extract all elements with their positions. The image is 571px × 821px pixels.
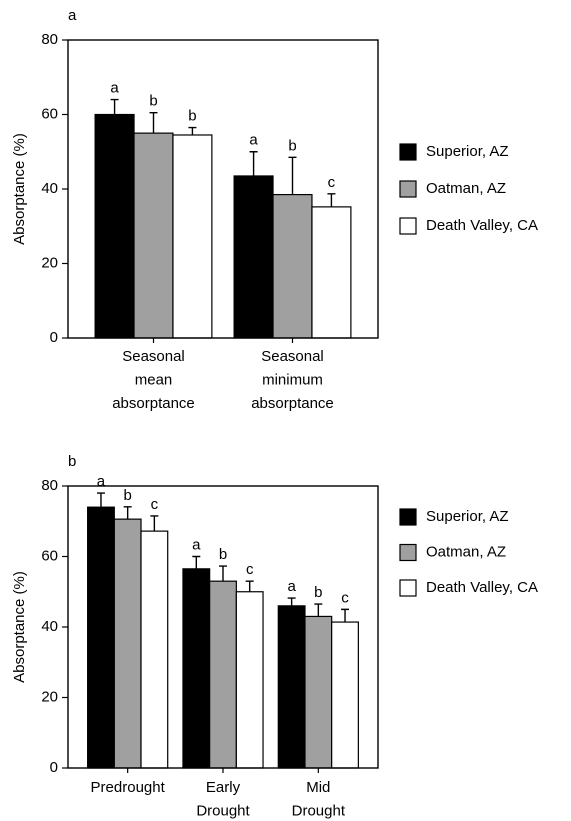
- significance-letter: a: [249, 132, 258, 149]
- plot-frame: [67, 39, 379, 339]
- bar: [94, 113, 135, 339]
- error-bar: [249, 151, 258, 176]
- significance-letter: a: [110, 80, 119, 97]
- x-tick-label: Drought: [292, 802, 346, 819]
- error-bar: [314, 603, 323, 617]
- error-bar: [341, 608, 350, 623]
- y-tick-label: 20: [41, 688, 58, 705]
- bar: [277, 605, 306, 769]
- error-bar: [110, 98, 119, 115]
- x-tick-label: absorptance: [112, 395, 195, 412]
- bar: [233, 175, 274, 339]
- error-bar: [188, 126, 197, 135]
- error-bar: [245, 580, 254, 592]
- x-tick-label: absorptance: [251, 395, 334, 412]
- error-bar: [96, 492, 105, 508]
- error-bar: [149, 111, 158, 134]
- x-tick-label: Seasonal: [261, 348, 324, 365]
- error-bar: [123, 506, 132, 520]
- significance-letter: c: [341, 589, 349, 606]
- significance-letter: a: [97, 473, 106, 490]
- significance-letter: a: [287, 578, 296, 595]
- legend-label: Death Valley, CA: [426, 217, 538, 234]
- y-tick-label: 0: [50, 759, 58, 776]
- bar: [87, 506, 115, 769]
- x-tick-label: minimum: [262, 371, 323, 388]
- y-axis-label: Absorptance (%): [11, 133, 28, 245]
- legend-swatch: [399, 217, 417, 235]
- x-tick-label: Predrought: [91, 779, 166, 796]
- y-tick-label: 60: [41, 105, 58, 122]
- bar: [331, 621, 359, 769]
- x-tick-label: Early: [206, 779, 241, 796]
- bar: [172, 134, 213, 339]
- x-tick-label: mean: [135, 371, 173, 388]
- legend-swatch: [399, 508, 417, 526]
- x-tick-label: Drought: [196, 802, 250, 819]
- error-bar: [288, 156, 297, 195]
- legend-swatch: [399, 579, 417, 597]
- significance-letter: b: [288, 137, 296, 154]
- bar: [235, 591, 264, 769]
- legend-label: Oatman, AZ: [426, 543, 506, 560]
- error-bar: [150, 515, 159, 532]
- error-bar: [219, 565, 227, 582]
- y-tick-label: 40: [41, 180, 58, 197]
- y-tick-label: 80: [41, 31, 58, 48]
- significance-letter: b: [188, 108, 196, 125]
- error-bar: [287, 597, 296, 606]
- y-tick-label: 60: [41, 547, 58, 564]
- legend-label: Death Valley, CA: [426, 579, 538, 596]
- legend-label: Oatman, AZ: [426, 180, 506, 197]
- bar: [304, 615, 333, 769]
- panel-label: a: [68, 7, 77, 24]
- error-bar: [192, 555, 201, 569]
- panel-label: b: [68, 453, 76, 470]
- significance-letter: c: [151, 496, 159, 513]
- significance-letter: a: [192, 536, 201, 553]
- plot-frame: [67, 485, 379, 769]
- significance-letter: c: [246, 561, 254, 578]
- legend-label: Superior, AZ: [426, 143, 509, 160]
- bar: [133, 132, 174, 339]
- legend-swatch: [399, 143, 417, 161]
- legend-swatch: [399, 543, 417, 562]
- significance-letter: b: [123, 487, 131, 504]
- significance-letter: b: [219, 546, 227, 563]
- significance-letter: c: [328, 174, 336, 191]
- legend-swatch: [399, 180, 417, 198]
- y-axis-label: Absorptance (%): [11, 571, 28, 683]
- error-bar: [327, 193, 336, 207]
- y-tick-label: 20: [41, 254, 58, 271]
- x-tick-label: Mid: [306, 779, 330, 796]
- legend-label: Superior, AZ: [426, 508, 509, 525]
- significance-letter: b: [314, 584, 322, 601]
- y-tick-label: 40: [41, 618, 58, 635]
- bar: [140, 530, 169, 769]
- bar: [209, 580, 237, 769]
- bar: [311, 206, 352, 339]
- y-tick-label: 80: [41, 477, 58, 494]
- x-tick-label: Seasonal: [122, 348, 185, 365]
- y-tick-label: 0: [50, 329, 58, 346]
- bar: [113, 518, 142, 769]
- significance-letter: b: [149, 93, 157, 110]
- bar: [182, 568, 211, 769]
- bar: [272, 193, 313, 339]
